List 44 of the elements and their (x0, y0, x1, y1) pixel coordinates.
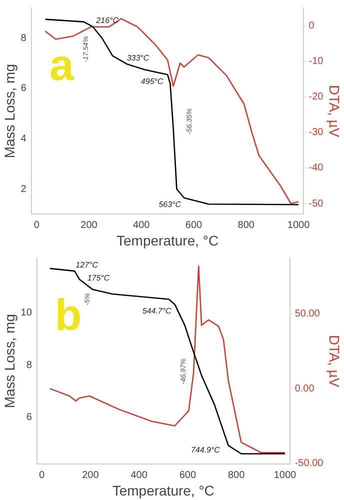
x-tick-label: 600 (185, 220, 203, 231)
annotation: 495°C (140, 76, 164, 86)
y-axis-title: Mass Loss, mg (1, 64, 18, 158)
y2-axis-title: DTA, µV (326, 85, 343, 138)
y-tick-label: 4 (20, 134, 27, 145)
y-tick-label: 8 (20, 32, 27, 44)
y2-tick-label: -50.00 (294, 458, 324, 469)
y-tick-label: 6 (20, 83, 27, 94)
x-tick-label: 400 (130, 470, 148, 481)
x-tick-label: 400 (133, 220, 150, 231)
y2-tick-label: -50 (308, 198, 324, 210)
annotation: 175°C (87, 273, 110, 282)
x-tick-label: 600 (179, 470, 196, 481)
x-tick-label: 1000 (287, 220, 310, 231)
y-tick-label: 6 (26, 412, 32, 423)
y2-tick-label: -30 (308, 127, 324, 138)
annotation: 544.7°C (142, 306, 172, 316)
y2-tick-label: -20 (308, 92, 324, 103)
x-tick-label: 200 (80, 220, 98, 231)
annotation: 563°C (158, 200, 182, 210)
y-tick-label: 10 (20, 308, 32, 319)
x-tick-label: 0 (39, 470, 46, 481)
x-tick-label: 0 (34, 220, 40, 231)
y2-axis-title: DTA, µV (326, 335, 343, 388)
y-axis-title: Mass Loss, mg (1, 314, 18, 408)
x-tick-label: 800 (238, 220, 255, 231)
x-axis-title: Temperature, °C (116, 232, 219, 248)
y2-tick-label: 50.00 (294, 308, 320, 320)
y2-tick-label: 0.00 (294, 383, 315, 394)
annotation: b (54, 291, 82, 340)
annotation: 127°C (76, 260, 98, 270)
annotation: 744.9°C (190, 446, 220, 455)
y2-tick-label: -40 (308, 162, 324, 174)
x-tick-label: 800 (228, 470, 246, 481)
annotation: 333°C (126, 53, 150, 62)
x-tick-label: 200 (82, 470, 100, 481)
y2-tick-label: 0 (308, 20, 315, 32)
annotation: a (49, 41, 74, 90)
x-tick-label: 1000 (274, 470, 297, 481)
y2-tick-label: -10 (308, 56, 324, 68)
x-axis-title: Temperature, °C (112, 482, 214, 498)
y-tick-label: 8 (26, 360, 32, 371)
y-tick-label: 2 (20, 184, 27, 195)
annotation: 216°C (95, 16, 119, 26)
